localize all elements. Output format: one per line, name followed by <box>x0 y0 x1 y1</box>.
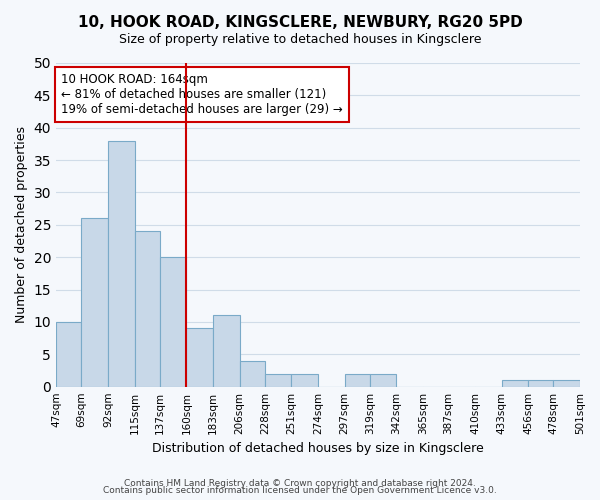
Bar <box>134 232 160 386</box>
Y-axis label: Number of detached properties: Number of detached properties <box>15 126 28 324</box>
Bar <box>528 380 553 386</box>
Bar <box>553 380 580 386</box>
Bar <box>187 328 213 386</box>
Bar <box>160 257 187 386</box>
Bar <box>344 374 370 386</box>
Text: Size of property relative to detached houses in Kingsclere: Size of property relative to detached ho… <box>119 32 481 46</box>
Bar <box>265 374 292 386</box>
Bar <box>370 374 397 386</box>
Text: 10 HOOK ROAD: 164sqm
← 81% of detached houses are smaller (121)
19% of semi-deta: 10 HOOK ROAD: 164sqm ← 81% of detached h… <box>61 72 343 116</box>
X-axis label: Distribution of detached houses by size in Kingsclere: Distribution of detached houses by size … <box>152 442 484 455</box>
Text: 10, HOOK ROAD, KINGSCLERE, NEWBURY, RG20 5PD: 10, HOOK ROAD, KINGSCLERE, NEWBURY, RG20… <box>77 15 523 30</box>
Bar <box>56 322 82 386</box>
Text: Contains HM Land Registry data © Crown copyright and database right 2024.: Contains HM Land Registry data © Crown c… <box>124 478 476 488</box>
Bar <box>213 316 239 386</box>
Bar <box>108 140 134 386</box>
Text: Contains public sector information licensed under the Open Government Licence v3: Contains public sector information licen… <box>103 486 497 495</box>
Bar <box>82 218 108 386</box>
Bar <box>239 361 265 386</box>
Bar <box>292 374 318 386</box>
Bar <box>502 380 528 386</box>
